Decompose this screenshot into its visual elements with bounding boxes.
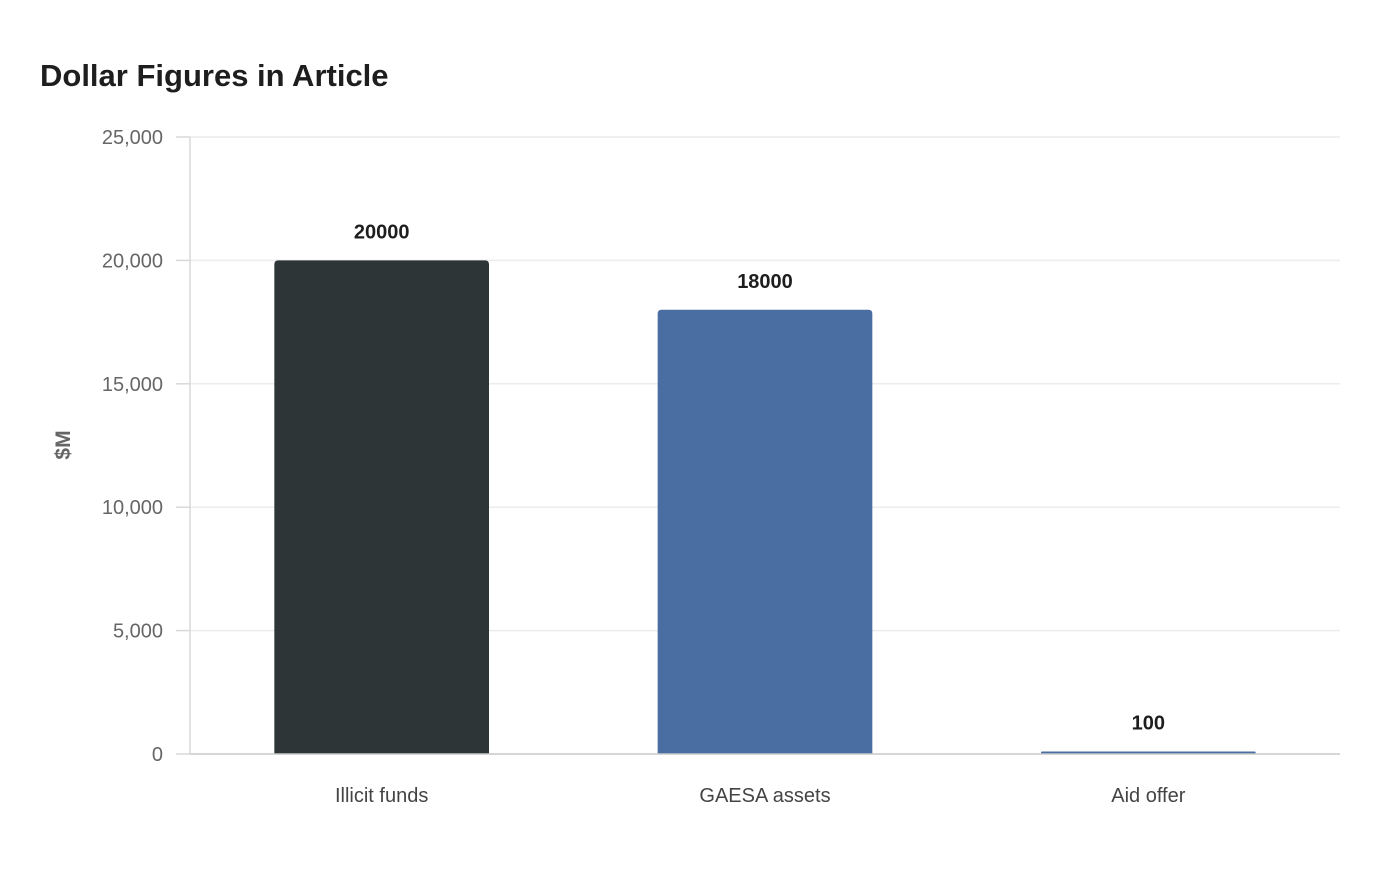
y-tick-label: 0 (152, 744, 163, 766)
x-tick-labels: Illicit funds GAESA assets Aid offer (335, 785, 1186, 807)
bar-illicit-funds (274, 260, 489, 754)
x-tick-label: Aid offer (1111, 785, 1185, 807)
y-tick-labels: 0 5,000 10,000 15,000 20,000 25,000 (102, 127, 190, 766)
data-label: 100 (1132, 713, 1165, 735)
y-tick-label: 10,000 (102, 497, 163, 519)
data-label: 18000 (737, 271, 793, 293)
y-tick-label: 5,000 (113, 621, 163, 643)
y-tick-label: 15,000 (102, 374, 163, 396)
bar-gaesa-assets (657, 309, 873, 754)
y-axis-label: $M (52, 430, 75, 459)
chart-title: Dollar Figures in Article (40, 58, 389, 93)
bars (274, 260, 1256, 754)
x-tick-label: GAESA assets (699, 785, 830, 807)
data-label: 20000 (354, 221, 410, 243)
y-tick-label: 20,000 (102, 250, 163, 272)
y-tick-label: 25,000 (102, 127, 163, 149)
data-labels: 20000 18000 100 (354, 221, 1165, 734)
x-tick-label: Illicit funds (335, 785, 428, 807)
